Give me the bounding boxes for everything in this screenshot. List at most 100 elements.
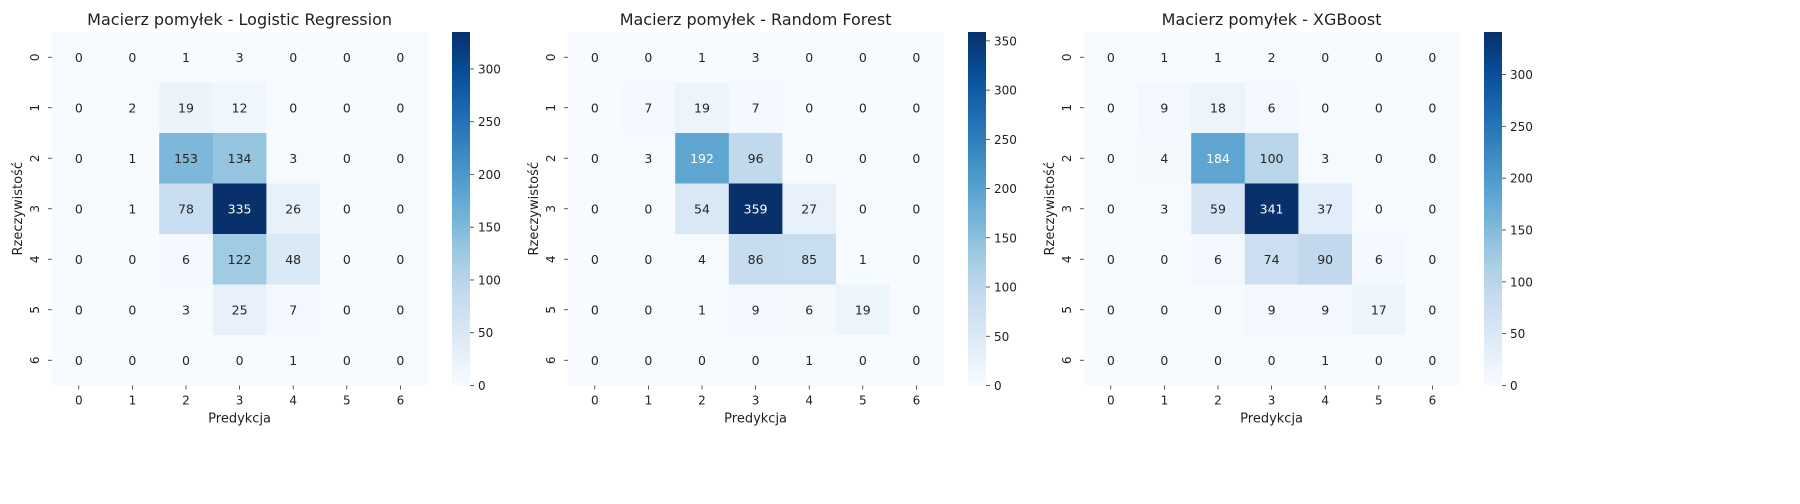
cell-value-label: 0 xyxy=(859,151,867,166)
heatmap-cell xyxy=(1084,335,1138,386)
heatmap-cell xyxy=(1244,82,1299,134)
y-tick-label: 4 xyxy=(28,255,42,263)
heatmap-cell xyxy=(675,133,730,184)
colorbar-tick-label: 150 xyxy=(478,221,501,235)
cell-value-label: 0 xyxy=(75,302,83,317)
cell-value-label: 1 xyxy=(805,353,813,368)
cell-value-label: 0 xyxy=(343,302,351,317)
cell-value-label: 4 xyxy=(1160,151,1168,166)
colorbar-tick-label: 250 xyxy=(1510,120,1533,134)
cell-value-label: 0 xyxy=(75,151,83,166)
cell-value-label: 0 xyxy=(591,201,599,216)
cell-value-label: 0 xyxy=(289,50,297,65)
cell-value-label: 0 xyxy=(912,353,920,368)
heatmap-cell xyxy=(373,284,428,336)
cell-value-label: 0 xyxy=(1428,100,1436,115)
heatmap-cell xyxy=(1405,335,1460,386)
heatmap-cell xyxy=(728,183,783,235)
heatmap-cell xyxy=(52,133,106,184)
heatmap-cell xyxy=(568,183,622,235)
heatmap-cell xyxy=(728,82,783,134)
heatmap-cell xyxy=(1352,335,1406,386)
heatmap-cell xyxy=(1405,82,1460,134)
colorbar xyxy=(452,32,470,386)
heatmap-cell xyxy=(105,82,160,134)
colorbar-tick-label: 50 xyxy=(1510,327,1525,341)
heatmap-cell xyxy=(1244,133,1299,184)
cell-value-label: 0 xyxy=(1428,252,1436,267)
x-tick-label: 3 xyxy=(236,394,244,408)
heatmap-cell xyxy=(159,32,214,83)
cell-value-label: 59 xyxy=(1210,201,1226,216)
cell-value-label: 74 xyxy=(1264,252,1280,267)
cell-value-label: 54 xyxy=(694,201,710,216)
cell-value-label: 9 xyxy=(752,302,760,317)
heatmap-cell xyxy=(1298,82,1353,134)
heatmap-cell xyxy=(782,234,837,285)
heatmap-cell xyxy=(1298,335,1353,386)
heatmap-cell xyxy=(373,234,428,285)
colorbar-tick-label: 0 xyxy=(1510,379,1518,393)
cell-value-label: 0 xyxy=(182,353,190,368)
heatmap-cell xyxy=(266,183,321,235)
colorbar-tick-label: 0 xyxy=(994,379,1002,393)
cell-value-label: 359 xyxy=(744,201,768,216)
heatmap-cell xyxy=(836,335,890,386)
cell-value-label: 0 xyxy=(396,302,404,317)
cell-value-label: 0 xyxy=(698,353,706,368)
heatmap-cell xyxy=(373,133,428,184)
cell-value-label: 0 xyxy=(236,353,244,368)
heatmap-cell xyxy=(266,234,321,285)
cell-value-label: 0 xyxy=(859,353,867,368)
colorbar xyxy=(1484,32,1502,386)
heatmap-cell xyxy=(728,133,783,184)
heatmap-cell xyxy=(889,335,944,386)
heatmap-cell xyxy=(159,335,214,386)
heatmap-cell xyxy=(1191,284,1246,336)
cell-value-label: 19 xyxy=(694,100,710,115)
heatmap-cell xyxy=(728,32,783,83)
heatmap-cell xyxy=(782,284,837,336)
cell-value-label: 0 xyxy=(1428,50,1436,65)
cell-value-label: 0 xyxy=(1160,353,1168,368)
colorbar-tick-label: 250 xyxy=(478,115,501,129)
cell-value-label: 0 xyxy=(1107,252,1115,267)
y-tick-label: 3 xyxy=(544,205,558,213)
colorbar xyxy=(968,32,986,386)
heatmap-cell xyxy=(836,183,890,235)
colorbar-tick-label: 200 xyxy=(994,182,1017,196)
y-tick-label: 3 xyxy=(28,205,42,213)
heatmap-cell xyxy=(1191,183,1246,235)
cell-value-label: 0 xyxy=(128,252,136,267)
cell-value-label: 0 xyxy=(289,100,297,115)
chart-title: Macierz pomyłek - Random Forest xyxy=(620,10,892,29)
heatmap-cell xyxy=(320,32,374,83)
heatmap-cell xyxy=(1244,234,1299,285)
heatmap-cell xyxy=(568,32,622,83)
colorbar-tick-label: 300 xyxy=(994,84,1017,98)
heatmap-cell xyxy=(212,335,267,386)
heatmap-cell xyxy=(52,32,106,83)
cell-value-label: 0 xyxy=(1428,302,1436,317)
cell-value-label: 0 xyxy=(1107,353,1115,368)
y-tick-label: 5 xyxy=(1060,306,1074,314)
cell-value-label: 18 xyxy=(1210,100,1226,115)
heatmap-cell xyxy=(1352,32,1406,83)
cell-value-label: 0 xyxy=(591,50,599,65)
heatmap-cell xyxy=(1352,133,1406,184)
cell-value-label: 0 xyxy=(75,100,83,115)
heatmap-cell xyxy=(105,335,160,386)
x-axis-label: Predykcja xyxy=(1240,412,1303,427)
y-tick-label: 2 xyxy=(1060,154,1074,162)
cell-value-label: 184 xyxy=(1206,151,1230,166)
heatmap-cell xyxy=(105,234,160,285)
x-tick-label: 6 xyxy=(397,394,405,408)
heatmap-cell xyxy=(373,82,428,134)
heatmap-cell xyxy=(1137,234,1192,285)
heatmap-cell xyxy=(105,133,160,184)
heatmap-cell xyxy=(1352,183,1406,235)
cell-value-label: 0 xyxy=(644,302,652,317)
heatmap-cell xyxy=(675,82,730,134)
heatmap-cell xyxy=(1298,183,1353,235)
cell-value-label: 0 xyxy=(591,100,599,115)
